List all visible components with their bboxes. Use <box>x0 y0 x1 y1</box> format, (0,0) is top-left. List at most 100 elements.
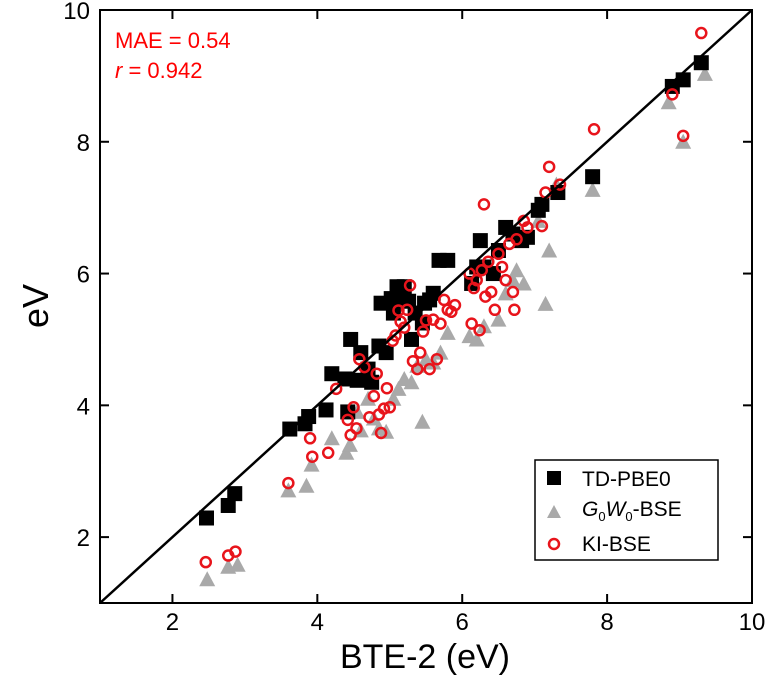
ki-bse-point <box>282 476 295 490</box>
ki-bse-point <box>477 198 491 211</box>
ki-bse-point <box>419 314 433 327</box>
g0w0-bse-point <box>341 436 358 452</box>
g0w0-bse-point <box>515 275 532 291</box>
g0w0-bse-point <box>537 295 554 311</box>
y-tick-label: 10 <box>63 0 90 25</box>
ki-bse-point <box>383 401 397 414</box>
ki-bse-point <box>434 317 447 330</box>
ki-bse-point <box>306 450 319 463</box>
ki-bse-point <box>695 26 708 40</box>
td-pbe0-point <box>318 402 334 418</box>
ki-bse-point <box>411 362 424 376</box>
td-pbe0-point <box>472 233 488 249</box>
legend-label-g0w0-bse: G0W0-BSE <box>582 498 682 524</box>
g0w0-bse-point <box>432 344 449 360</box>
td-pbe0-point <box>440 252 456 268</box>
ki-bse-point <box>303 432 317 445</box>
ki-bse-point <box>473 323 486 337</box>
ki-bse-point <box>499 273 512 287</box>
ki-bse-point <box>508 303 521 317</box>
ki-bse-point <box>484 285 498 299</box>
ki-bse-point <box>229 545 242 558</box>
g0w0-bse-point <box>298 477 315 493</box>
ki-bse-point <box>341 413 355 427</box>
td-pbe0-point <box>227 486 243 502</box>
x-axis-title: BTE-2 (eV) <box>340 638 510 676</box>
g0w0-bse-point <box>508 262 525 278</box>
ki-bse-point <box>350 422 363 435</box>
ki-bse-point <box>367 389 381 403</box>
ki-bse-point <box>329 382 343 396</box>
r-annotation: r = 0.942 <box>115 58 202 83</box>
g0w0-bse-point <box>303 456 320 472</box>
ki-bse-point <box>400 303 414 317</box>
g0w0-bse-point <box>338 444 355 460</box>
td-pbe0-point <box>534 196 550 212</box>
series-td-pbe0 <box>198 55 709 526</box>
x-tick-label: 6 <box>456 609 469 636</box>
ki-bse-point <box>347 401 360 414</box>
legend-label-ki-bse: KI-BSE <box>582 533 651 556</box>
ki-bse-point <box>521 221 534 234</box>
ki-bse-point <box>448 298 462 312</box>
td-pbe0-point <box>378 345 394 361</box>
td-pbe0-point <box>343 331 359 347</box>
parity-line <box>99 9 753 604</box>
ki-bse-point <box>482 255 495 268</box>
ki-bse-point <box>465 317 478 330</box>
g0w0-bse-point <box>414 413 431 429</box>
ki-bse-point <box>470 273 483 287</box>
ki-bse-point <box>492 247 505 261</box>
g0w0-bse-point <box>199 571 216 587</box>
ki-bse-point <box>542 160 556 174</box>
g0w0-bse-point <box>468 331 485 347</box>
ki-bse-point <box>430 352 444 366</box>
ki-bse-point <box>495 260 509 274</box>
ki-bse-point <box>392 304 405 317</box>
g0w0-bse-point <box>229 556 246 572</box>
ki-bse-point <box>475 264 489 277</box>
td-pbe0-point <box>675 72 691 88</box>
x-tick-label: 8 <box>600 609 613 636</box>
td-pbe0-point <box>220 497 236 513</box>
ki-bse-point <box>199 555 213 569</box>
y-axis-title: eV <box>15 284 56 328</box>
ki-bse-point <box>488 303 502 317</box>
ki-bse-point <box>416 325 430 338</box>
ki-bse-point <box>506 285 520 299</box>
mae-annotation: MAE = 0.54 <box>115 28 231 53</box>
td-pbe0-point <box>198 510 214 526</box>
ki-bse-point <box>398 321 411 334</box>
y-tick-label: 8 <box>77 130 90 157</box>
x-tick-label: 4 <box>311 609 324 636</box>
ki-bse-point <box>321 446 335 460</box>
td-pbe0-point <box>301 409 317 425</box>
td-pbe0-point <box>485 266 501 282</box>
y-tick-label: 4 <box>77 393 90 420</box>
legend-marker-td-pbe0 <box>547 471 561 485</box>
points-layer <box>198 26 713 587</box>
g0w0-bse-point <box>323 430 340 446</box>
legend: TD-PBE0 G0W0-BSE KI-BSE <box>534 459 719 561</box>
ki-bse-point <box>510 233 523 246</box>
y-tick-label: 6 <box>77 262 90 289</box>
g0w0-bse-point <box>584 181 601 197</box>
ki-bse-point <box>389 329 402 342</box>
ki-bse-point <box>380 381 394 395</box>
y-tick-label: 2 <box>77 525 90 552</box>
td-pbe0-point <box>324 366 340 382</box>
ki-bse-point <box>587 123 601 136</box>
legend-label-td-pbe0: TD-PBE0 <box>582 468 671 491</box>
g0w0-bse-point <box>530 212 547 228</box>
g0w0-bse-point <box>541 242 558 258</box>
td-pbe0-point <box>404 331 420 347</box>
ki-bse-point <box>403 279 417 292</box>
legend-marker-g0w0-bse <box>547 505 561 518</box>
ki-bse-point <box>370 367 383 380</box>
ki-bse-point <box>413 346 427 359</box>
ki-bse-point <box>553 178 567 191</box>
ki-bse-point <box>374 426 388 440</box>
td-pbe0-point <box>585 169 601 185</box>
td-pbe0-point <box>519 229 535 245</box>
plot-frame <box>99 9 753 604</box>
